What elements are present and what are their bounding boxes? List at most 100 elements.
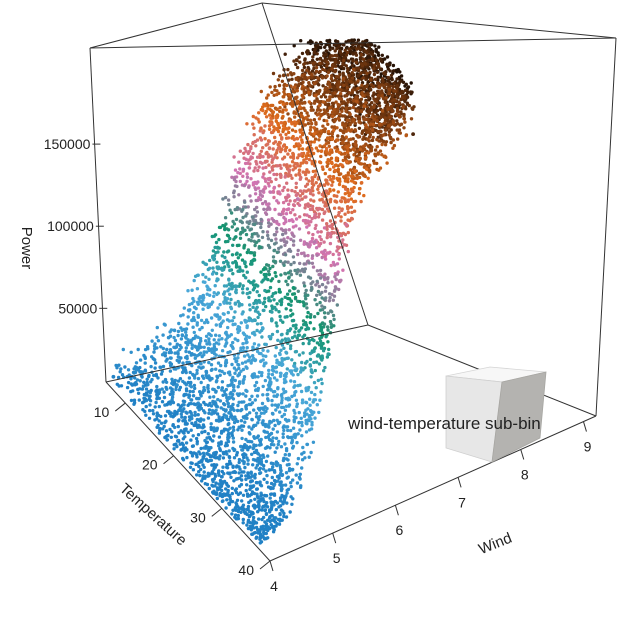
scatter-point [218,302,222,307]
scatter-point [312,101,317,105]
scatter-point [252,331,256,335]
scatter-point [377,45,381,49]
scatter-point [260,335,264,339]
scatter-point [246,473,250,478]
scatter-point [376,93,380,98]
scatter-point [328,231,332,236]
scatter-point [320,197,324,201]
scatter-point [231,508,235,512]
scatter-point [332,294,337,298]
scatter-point [259,494,263,498]
scatter-point [253,192,258,196]
scatter-point [302,269,307,274]
scatter-point [228,268,232,273]
scatter-point [291,134,295,139]
scatter-point [410,106,414,110]
scatter-point [269,238,274,243]
scatter-point [317,410,321,415]
scatter-point [273,140,278,144]
scatter-point [284,272,288,276]
scatter-point [370,138,374,142]
scatter-point [169,363,173,368]
scatter-point [230,345,235,349]
scatter-point [308,403,312,407]
scatter-point [225,462,229,467]
scatter-point [244,474,248,478]
scatter-point [212,291,216,295]
scatter-point [191,336,195,341]
scatter-point [268,190,273,194]
scatter-point [390,109,394,113]
scatter-point [173,338,178,343]
scatter-point [319,129,323,133]
scatter-point [335,138,339,142]
scatter-point [147,397,151,401]
scatter-point [234,290,238,294]
scatter-point [289,299,293,303]
scatter-point [273,135,277,140]
scatter-point [314,360,319,364]
scatter-point [409,90,413,94]
scatter-point [298,153,302,158]
scatter-point [283,175,287,179]
scatter-point [168,348,173,352]
scatter-point [363,151,368,156]
scatter-point [404,82,408,87]
scatter-point [299,416,303,420]
scatter-point [171,423,175,427]
scatter-point [329,197,333,202]
scatter-point [194,334,198,338]
scatter-point [256,421,260,425]
scatter-point [194,420,198,425]
scatter-point [340,196,344,200]
scatter-point [220,429,224,433]
scatter-point [308,364,313,368]
scatter-point [188,410,192,414]
scatter-point [179,337,184,341]
scatter-point [316,289,321,294]
scatter-point [198,336,203,341]
scatter-point [251,518,255,523]
scatter-point [221,499,225,503]
scatter-point [299,366,303,370]
scatter-point [250,440,254,444]
scatter-point [366,176,370,180]
scatter-point [230,287,234,291]
scatter-point [391,146,395,150]
scatter-point [160,369,164,374]
scatter-point [326,311,330,315]
scatter-point [181,456,185,461]
scatter-point [293,115,297,119]
scatter-point [271,365,275,369]
scatter-point [319,346,324,350]
scatter-point [291,239,296,243]
scatter-point [335,245,340,249]
scatter-point [273,305,277,310]
scatter-point [341,62,345,66]
scatter-point [262,464,266,468]
scatter-point [353,199,358,203]
scatter-point [265,230,270,234]
scatter-point [179,405,183,409]
scatter-point [275,378,279,382]
scatter-point [204,275,208,279]
scatter-point [288,510,292,514]
scatter-point [243,205,248,209]
scatter-point [286,236,290,240]
scatter-point [186,403,190,407]
scatter-point [211,387,215,391]
scatter-point [253,384,257,388]
scatter-point [350,46,355,50]
scatter-point [310,420,314,425]
scatter-point [228,208,232,212]
scatter-point [233,488,238,492]
scatter-point [290,502,294,506]
scatter-point [258,154,263,159]
scatter-point [270,411,275,416]
scatter-point [371,112,375,116]
scatter-point [278,259,283,263]
scatter-point [141,408,145,412]
scatter-point [279,318,283,322]
scatter-point [276,405,280,409]
scatter-point [214,367,218,371]
